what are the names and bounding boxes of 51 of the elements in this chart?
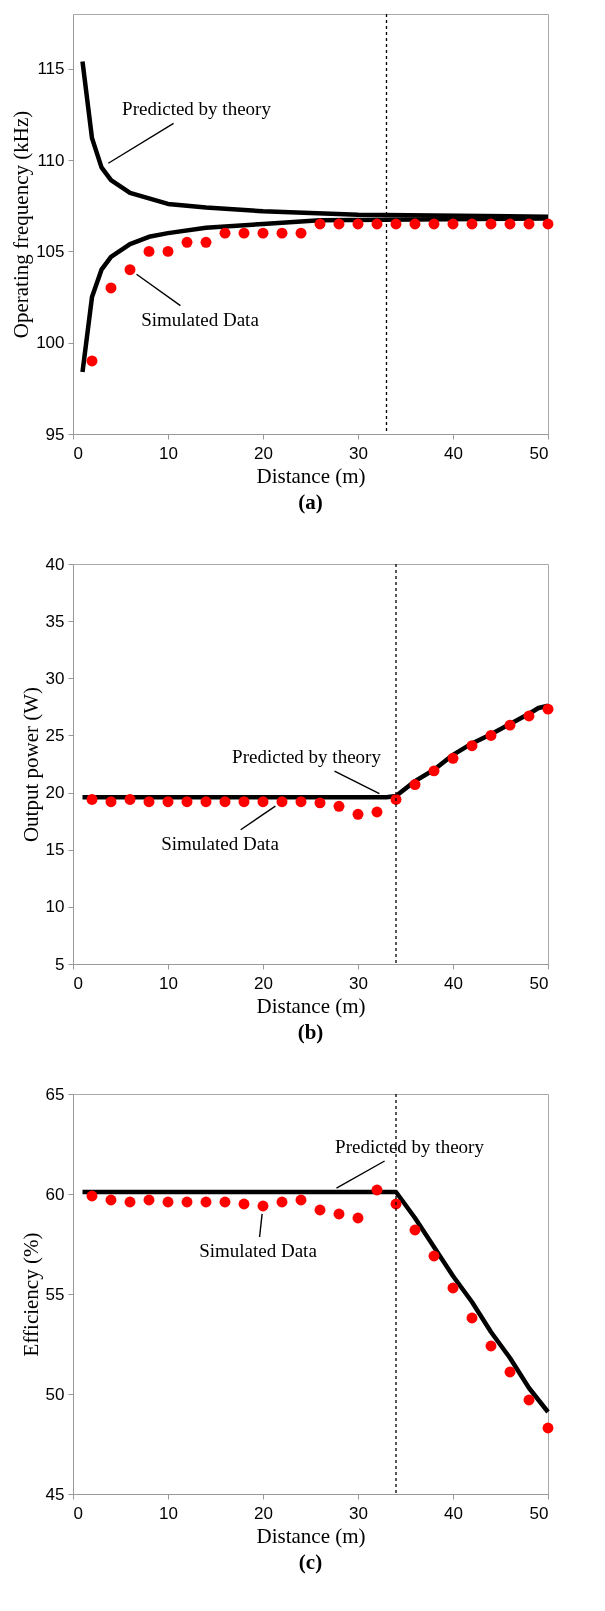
x-tick-label: 50 — [529, 973, 549, 993]
x-tick-label: 40 — [444, 1503, 463, 1523]
y-tick-label: 10 — [45, 897, 65, 917]
y-tick-label: 45 — [45, 1484, 65, 1504]
x-axis-title: Distance (m) — [256, 463, 366, 488]
text: (a) — [298, 490, 323, 514]
annotation: Predicted by theory — [335, 1136, 485, 1157]
x-tick-label: 40 — [444, 973, 463, 993]
annotation: Predicted by theory — [122, 98, 272, 120]
y-tick-label: 5 — [55, 954, 65, 974]
y-tick-label: 95 — [45, 424, 65, 444]
y-axis-title: Output power (W) — [18, 686, 43, 843]
y-tick-label: 50 — [45, 1384, 65, 1404]
y-tick-label: 100 — [36, 333, 65, 353]
y-tick-label: 25 — [45, 725, 65, 745]
annotation: Simulated Data — [141, 308, 260, 330]
x-tick-label: 10 — [159, 443, 178, 463]
x-tick-label: 50 — [529, 443, 549, 463]
x-tick-label: 40 — [444, 443, 463, 463]
x-tick-label: 30 — [349, 443, 368, 463]
y-tick-label: 60 — [45, 1184, 65, 1204]
y-tick-label: 15 — [45, 840, 65, 860]
x-tick-label: 50 — [529, 1503, 549, 1523]
x-tick-label: 20 — [254, 973, 273, 993]
x-tick-label: 0 — [73, 443, 83, 463]
y-axis-title: Operating frequency (kHz) — [9, 110, 34, 339]
x-tick-label: 10 — [159, 1503, 178, 1523]
x-axis-title: Distance (m) — [256, 993, 366, 1018]
text: (c) — [298, 1550, 323, 1574]
y-tick-label: 55 — [45, 1284, 65, 1304]
y-tick-label: 115 — [37, 59, 65, 79]
x-axis-title: Distance (m) — [256, 1523, 366, 1548]
y-tick-label: 35 — [45, 611, 65, 631]
y-tick-label: 110 — [37, 150, 65, 170]
x-tick-label: 0 — [73, 973, 83, 993]
x-tick-label: 30 — [349, 973, 368, 993]
y-tick-label: 30 — [45, 668, 65, 688]
x-tick-label: 30 — [349, 1503, 368, 1523]
annotation: Predicted by theory — [232, 746, 382, 768]
y-tick-label: 65 — [45, 1084, 65, 1104]
y-axis-title: Efficiency (%) — [18, 1232, 43, 1357]
y-tick-label: 105 — [36, 241, 65, 261]
y-tick-label: 20 — [45, 783, 65, 803]
annotation: Simulated Data — [161, 832, 280, 854]
annotation: Simulated Data — [199, 1240, 318, 1261]
text: (b) — [297, 1020, 324, 1044]
x-tick-label: 0 — [73, 1503, 83, 1523]
y-tick-label: 40 — [45, 554, 65, 574]
x-tick-label: 10 — [159, 973, 178, 993]
x-tick-label: 20 — [254, 1503, 273, 1523]
x-tick-label: 20 — [254, 443, 273, 463]
